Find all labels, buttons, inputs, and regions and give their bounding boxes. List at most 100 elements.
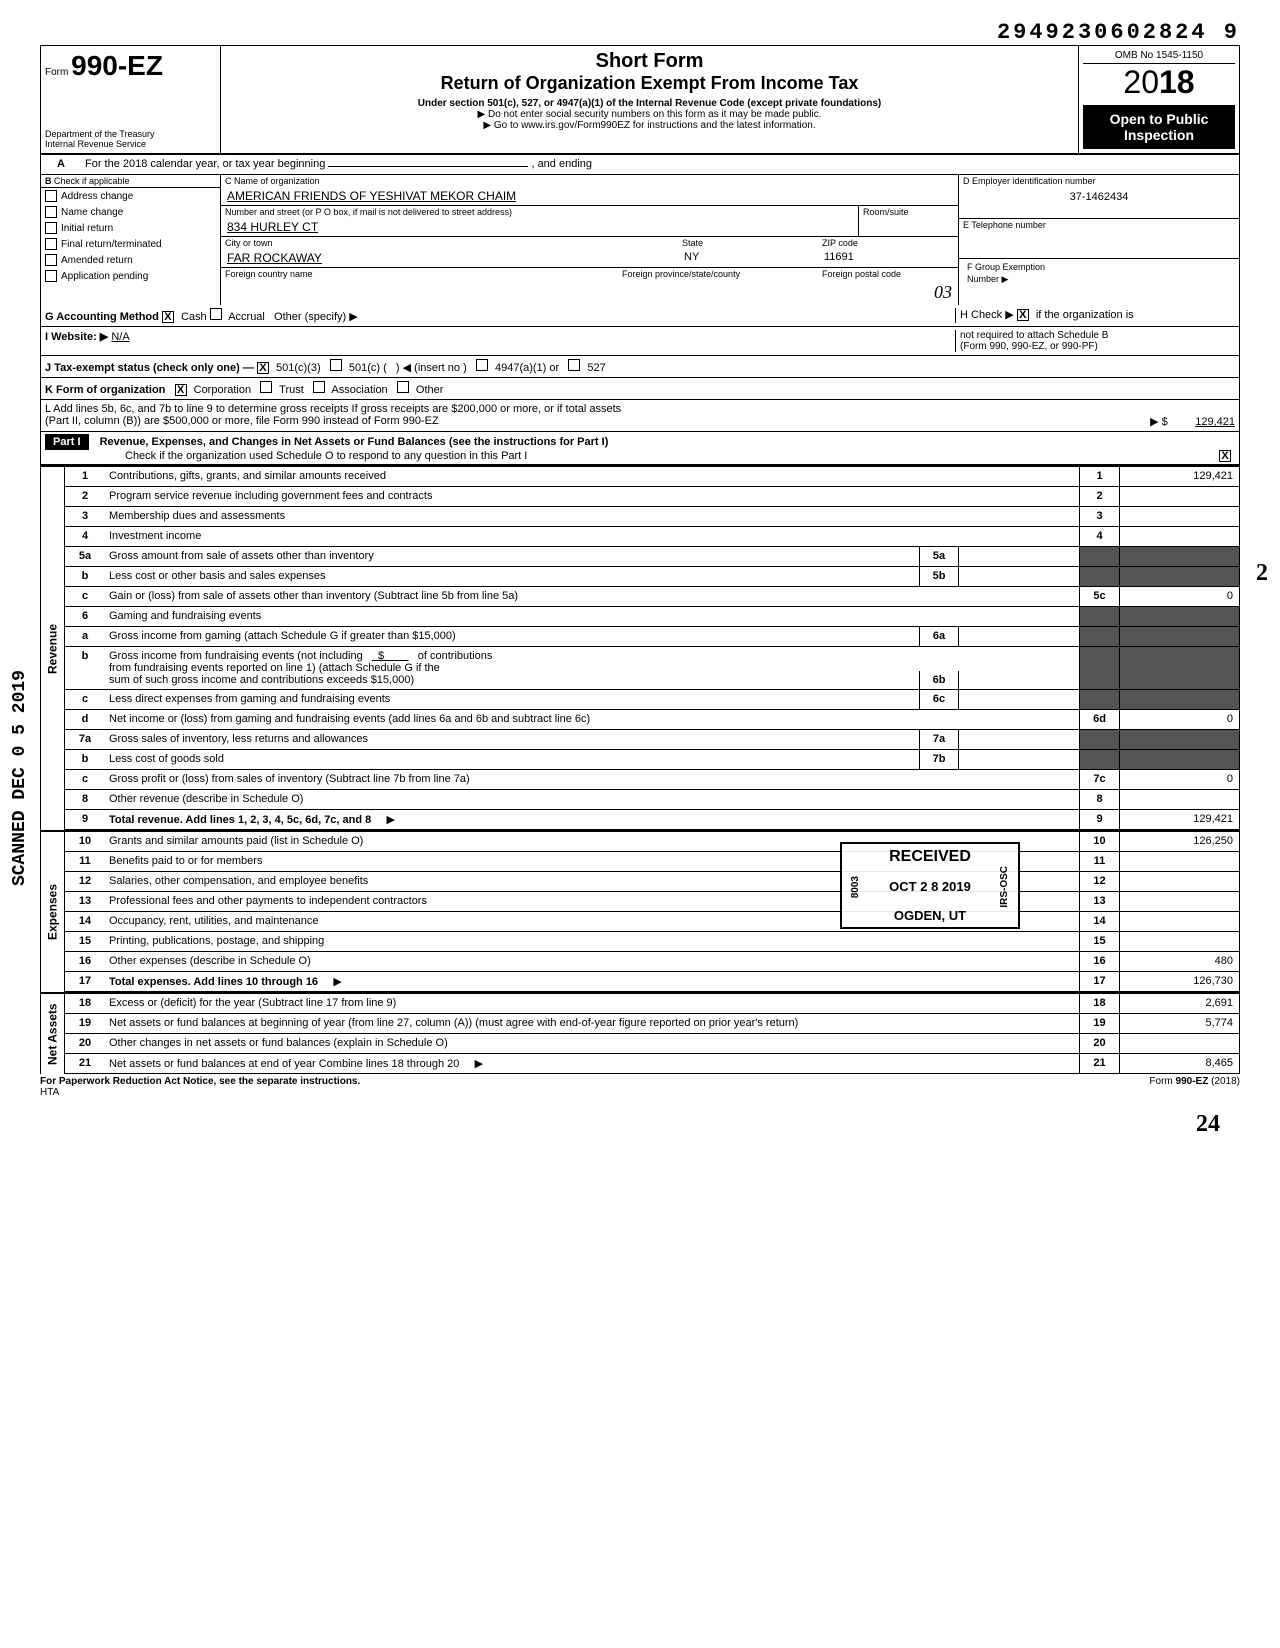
org-name-cell: C Name of organization AMERICAN FRIENDS … xyxy=(221,175,958,206)
hta: HTA xyxy=(40,1087,59,1098)
other-checkbox[interactable] xyxy=(397,381,409,393)
section-c: C Name of organization AMERICAN FRIENDS … xyxy=(221,175,959,305)
check-amended[interactable]: Amended return xyxy=(41,252,220,268)
line-g-h: G Accounting Method X Cash Accrual Other… xyxy=(40,305,1240,327)
form-page: SCANNED DEC 0 5 2019 2949230602824 9 For… xyxy=(40,20,1240,1098)
paperwork-notice: For Paperwork Reduction Act Notice, see … xyxy=(40,1076,360,1087)
revenue-label: Revenue xyxy=(40,467,64,830)
expenses-label: Expenses xyxy=(40,832,64,992)
h-checkbox[interactable]: X xyxy=(1017,309,1029,321)
footer: For Paperwork Reduction Act Notice, see … xyxy=(40,1074,1240,1098)
check-address[interactable]: Address change xyxy=(41,188,220,204)
omb-number: OMB No 1545-1150 xyxy=(1083,50,1235,64)
line-4-desc: Investment income xyxy=(105,527,1079,546)
scanned-stamp: SCANNED DEC 0 5 2019 xyxy=(10,670,30,886)
city-label: City or town xyxy=(221,237,678,249)
zip-value: 11691 xyxy=(818,249,958,265)
line-8-desc: Other revenue (describe in Schedule O) xyxy=(105,790,1079,809)
line-16-desc: Other expenses (describe in Schedule O) xyxy=(105,952,1079,971)
line-10-amt: 126,250 xyxy=(1119,832,1239,851)
form-footer: Form 990-EZ (2018) xyxy=(1149,1076,1240,1098)
room-label: Room/suite xyxy=(859,206,958,218)
line-7b-desc: Less cost of goods sold xyxy=(105,750,919,769)
line-17-amt: 126,730 xyxy=(1119,972,1239,991)
assoc-checkbox[interactable] xyxy=(313,381,325,393)
part1-title: Revenue, Expenses, and Changes in Net As… xyxy=(100,436,609,448)
line-3-desc: Membership dues and assessments xyxy=(105,507,1079,526)
under-section: Under section 501(c), 527, or 4947(a)(1)… xyxy=(225,98,1074,109)
form-prefix: Form xyxy=(45,67,68,78)
section-def: D Employer identification number 37-1462… xyxy=(959,175,1239,305)
line-9-amt: 129,421 xyxy=(1119,810,1239,829)
line-a-label: A xyxy=(41,155,81,174)
line-12-amt xyxy=(1119,872,1239,891)
501c-checkbox[interactable] xyxy=(330,359,342,371)
line-6b-desc: Gross income from fundraising events (no… xyxy=(105,647,919,689)
line-19-amt: 5,774 xyxy=(1119,1014,1239,1033)
section-d: D Employer identification number 37-1462… xyxy=(959,175,1239,219)
line-9-desc: Total revenue. Add lines 1, 2, 3, 4, 5c,… xyxy=(105,810,1079,829)
line-21-amt: 8,465 xyxy=(1119,1054,1239,1073)
line-5a-desc: Gross amount from sale of assets other t… xyxy=(105,547,919,566)
hand-2: 2 xyxy=(1256,560,1268,587)
title-cell: Short Form Return of Organization Exempt… xyxy=(221,46,1079,153)
year-cell: OMB No 1545-1150 2018 Open to Public Ins… xyxy=(1079,46,1239,153)
527-checkbox[interactable] xyxy=(568,359,580,371)
part1-checkbox[interactable]: X xyxy=(1219,450,1231,462)
foreign-country-label: Foreign country name xyxy=(221,268,618,280)
line-h-cont: not required to attach Schedule B (Form … xyxy=(955,330,1235,352)
line-l-amount: ▶ $ 129,421 xyxy=(1150,415,1235,428)
line-13-amt xyxy=(1119,892,1239,911)
dept1: Department of the Treasury xyxy=(45,129,216,139)
4947-checkbox[interactable] xyxy=(476,359,488,371)
foreign-postal-label: Foreign postal code xyxy=(818,268,958,280)
form-990-label: Form 990-EZ xyxy=(45,50,216,82)
cash-checkbox[interactable]: X xyxy=(162,311,174,323)
expenses-section: Expenses 10Grants and similar amounts pa… xyxy=(40,830,1240,992)
line-20-amt xyxy=(1119,1034,1239,1053)
line-6d-amt: 0 xyxy=(1119,710,1239,729)
ssn-note: ▶ Do not enter social security numbers o… xyxy=(225,109,1074,120)
line-k-desc: K Form of organization X Corporation Tru… xyxy=(41,378,1239,399)
ein-value: 37-1462434 xyxy=(959,187,1239,207)
line-18-desc: Excess or (deficit) for the year (Subtra… xyxy=(105,994,1079,1013)
form-id-cell: Form 990-EZ Department of the Treasury I… xyxy=(41,46,221,153)
section-e: E Telephone number xyxy=(959,219,1239,259)
form-header: Form 990-EZ Department of the Treasury I… xyxy=(40,45,1240,155)
netassets-section: Net Assets 18Excess or (deficit) for the… xyxy=(40,992,1240,1074)
corp-checkbox[interactable]: X xyxy=(175,384,187,396)
line-5b-desc: Less cost or other basis and sales expen… xyxy=(105,567,919,586)
info-grid: B Check if applicable Address change Nam… xyxy=(40,175,1240,305)
line-a-desc: For the 2018 calendar year, or tax year … xyxy=(81,155,1239,174)
hand-24: 24 xyxy=(1196,1111,1220,1138)
foreign-prov-label: Foreign province/state/county xyxy=(618,268,818,280)
line-15-desc: Printing, publications, postage, and shi… xyxy=(105,932,1079,951)
state-value: NY xyxy=(678,249,818,265)
line-8-amt xyxy=(1119,790,1239,809)
501c3-checkbox[interactable]: X xyxy=(257,362,269,374)
return-title: Return of Organization Exempt From Incom… xyxy=(225,73,1074,94)
line-i: I Website: ▶ N/A not required to attach … xyxy=(40,327,1240,356)
org-name-label: C Name of organization xyxy=(221,175,958,187)
accrual-checkbox[interactable] xyxy=(210,308,222,320)
line-j-desc: J Tax-exempt status (check only one) — X… xyxy=(41,356,1239,377)
short-form-title: Short Form xyxy=(225,50,1074,73)
website-value: N/A xyxy=(111,331,129,343)
section-b-header: B Check if applicable xyxy=(41,175,220,188)
check-pending[interactable]: Application pending xyxy=(41,268,220,284)
section-f: F Group Exemption Number ▶ xyxy=(959,259,1239,288)
ein-label: D Employer identification number xyxy=(959,175,1239,187)
line-5c-desc: Gain or (loss) from sale of assets other… xyxy=(105,587,1079,606)
line-14-amt xyxy=(1119,912,1239,931)
line-k: K Form of organization X Corporation Tru… xyxy=(40,378,1240,400)
foreign-row: Foreign country name Foreign province/st… xyxy=(221,268,958,305)
line-2-desc: Program service revenue including govern… xyxy=(105,487,1079,506)
line-g: G Accounting Method X Cash Accrual Other… xyxy=(45,308,955,323)
check-final[interactable]: Final return/terminated xyxy=(41,236,220,252)
check-name[interactable]: Name change xyxy=(41,204,220,220)
line-3-amt xyxy=(1119,507,1239,526)
part1-check-text: Check if the organization used Schedule … xyxy=(125,450,527,462)
trust-checkbox[interactable] xyxy=(260,381,272,393)
check-initial[interactable]: Initial return xyxy=(41,220,220,236)
city-row: City or town FAR ROCKAWAY State NY ZIP c… xyxy=(221,237,958,268)
